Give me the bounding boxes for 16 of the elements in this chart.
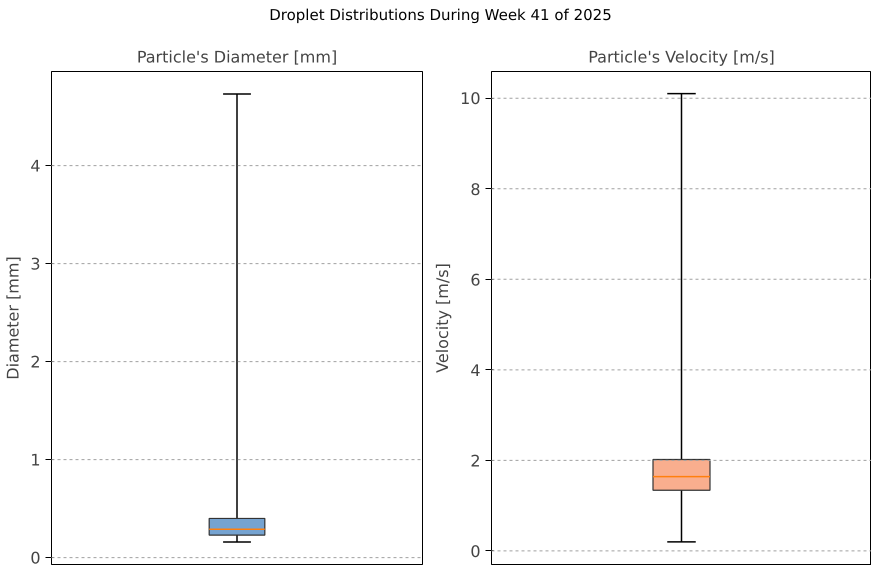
y-tick-label: 8 bbox=[470, 180, 481, 199]
y-tick-label: 2 bbox=[30, 352, 41, 372]
y-tick-label: 1 bbox=[30, 450, 41, 470]
y-tick-label: 2 bbox=[470, 451, 481, 470]
y-axis-title: Velocity [m/s] bbox=[433, 263, 452, 373]
y-tick-label: 6 bbox=[470, 270, 481, 290]
y-tick-label: 10 bbox=[460, 89, 480, 108]
y-tick-label: 0 bbox=[470, 542, 481, 561]
chart-title: Particle's Velocity [m/s] bbox=[588, 48, 775, 66]
chart-title: Particle's Diameter [mm] bbox=[136, 48, 338, 66]
y-axis-title: Diameter [mm] bbox=[3, 256, 22, 380]
y-tick-label: 3 bbox=[30, 254, 41, 274]
text: Droplet Distributions During Week 41 of 2025 bbox=[269, 5, 612, 26]
y-tick-label: 4 bbox=[470, 360, 481, 380]
y-tick-label: 0 bbox=[30, 548, 41, 568]
y-tick-label: 4 bbox=[30, 156, 41, 176]
